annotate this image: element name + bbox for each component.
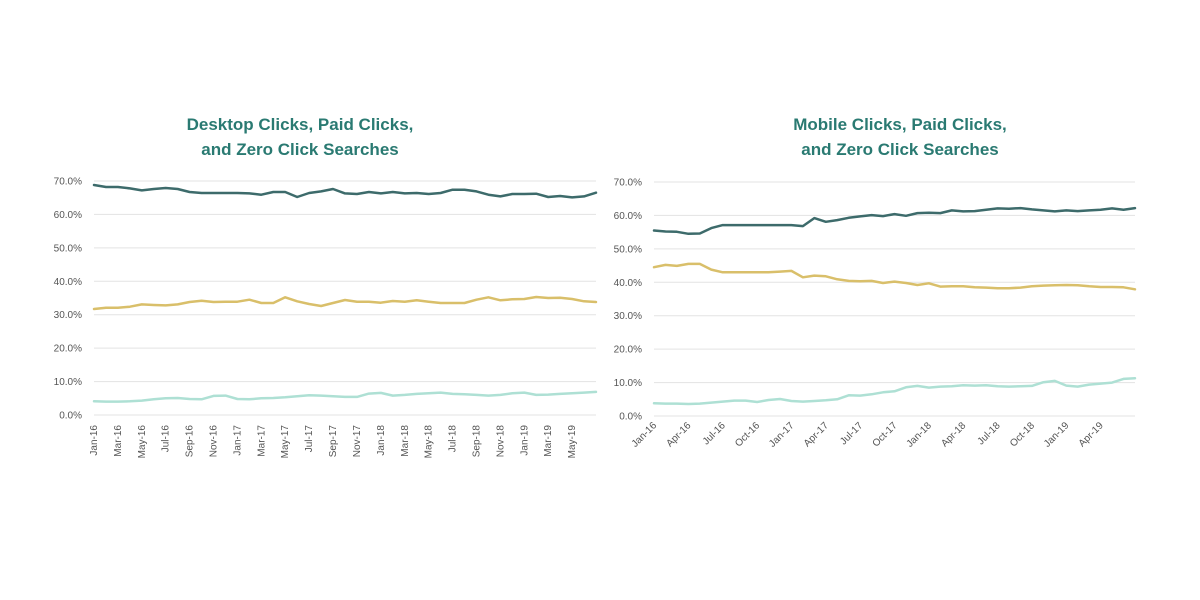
y-tick-label: 30.0%: [614, 311, 642, 322]
chart-title-line-2: and Zero Click Searches: [201, 140, 399, 159]
series-1-line: [652, 206, 1137, 236]
x-tick-label: Apr-18: [939, 420, 968, 449]
x-tick-label: Jan-18: [905, 420, 935, 450]
x-tick-label: Jul-16: [701, 420, 728, 447]
x-tick-label: May-19: [567, 425, 578, 459]
mobile-chart: Mobile Clicks, Paid Clicks, and Zero Cli…: [600, 0, 1200, 600]
x-tick-label: May-18: [424, 425, 435, 459]
y-tick-label: 10.0%: [54, 377, 82, 388]
x-tick-label: Sep-18: [471, 425, 482, 458]
x-tick-label: May-17: [280, 425, 291, 459]
series-2-line: [92, 295, 598, 311]
y-tick-label: 20.0%: [614, 345, 642, 356]
desktop-chart-plot: 0.0% 10.0% 20.0% 30.0% 40.0% 50.0% 60.0% 70.0% J…: [54, 177, 598, 459]
chart-title-line-1: Desktop Clicks, Paid Clicks,: [186, 115, 414, 134]
x-tick-label: Jan-19: [519, 425, 530, 456]
y-tick-label: 30.0%: [54, 310, 82, 321]
y-tick-label: 70.0%: [54, 177, 82, 188]
x-tick-label: Jul-17: [838, 420, 865, 447]
x-tick-label: Jul-18: [976, 420, 1003, 447]
y-tick-label: 70.0%: [614, 178, 642, 189]
x-tick-label: Apr-16: [664, 420, 693, 449]
x-tick-label: Jul-18: [448, 425, 459, 453]
y-tick-label: 50.0%: [54, 243, 82, 254]
desktop-chart: Desktop Clicks, Paid Clicks, and Zero Cl…: [0, 112, 600, 459]
x-tick-label: Nov-16: [209, 425, 220, 458]
x-tick-label: Jul-17: [304, 425, 315, 453]
chart-title: Desktop Clicks, Paid Clicks, and Zero Cl…: [0, 112, 600, 162]
series-3-line: [652, 376, 1137, 406]
y-tick-label: 60.0%: [54, 210, 82, 221]
x-tick-label: Oct-17: [871, 420, 900, 449]
series-2-line: [652, 262, 1137, 291]
y-tick-label: 0.0%: [619, 412, 642, 423]
x-tick-label: Jan-17: [232, 425, 243, 456]
chart-title-line-2: and Zero Click Searches: [801, 140, 999, 159]
y-tick-label: 40.0%: [54, 277, 82, 288]
x-tick-label: Oct-18: [1008, 420, 1037, 449]
x-tick-label: Mar-19: [543, 425, 554, 457]
x-tick-label: Jan-18: [376, 425, 387, 456]
x-tick-label: Jan-17: [767, 420, 797, 450]
series-3-line: [92, 390, 598, 403]
x-tick-label: Nov-17: [352, 425, 363, 458]
chart-title: Mobile Clicks, Paid Clicks, and Zero Cli…: [600, 112, 1200, 162]
x-tick-label: Oct-16: [733, 420, 762, 449]
x-tick-label: Jul-16: [161, 425, 172, 453]
x-tick-label: May-16: [137, 425, 148, 459]
y-tick-label: 10.0%: [614, 378, 642, 389]
series-1-line: [92, 183, 598, 199]
x-tick-label: Apr-17: [802, 420, 831, 449]
x-tick-label: Sep-16: [185, 425, 196, 458]
y-tick-label: 20.0%: [54, 344, 82, 355]
x-tick-label: Mar-18: [400, 425, 411, 457]
x-tick-label: Jan-16: [630, 420, 660, 450]
x-tick-label: Sep-17: [328, 425, 339, 458]
x-tick-label: Jan-16: [89, 425, 100, 456]
x-tick-label: Mar-16: [113, 425, 124, 457]
y-tick-label: 50.0%: [614, 244, 642, 255]
mobile-chart-plot: 0.0% 10.0% 20.0% 30.0% 40.0% 50.0% 60.0% 70.0% J…: [614, 178, 1137, 450]
y-tick-label: 0.0%: [59, 411, 82, 422]
x-tick-label: Nov-18: [495, 425, 506, 458]
x-tick-label: Apr-19: [1077, 420, 1106, 449]
y-tick-label: 60.0%: [614, 211, 642, 222]
x-tick-label: Jan-19: [1042, 420, 1072, 450]
y-tick-label: 40.0%: [614, 278, 642, 289]
chart-title-line-1: Mobile Clicks, Paid Clicks,: [793, 115, 1007, 134]
x-tick-label: Mar-17: [256, 425, 267, 457]
